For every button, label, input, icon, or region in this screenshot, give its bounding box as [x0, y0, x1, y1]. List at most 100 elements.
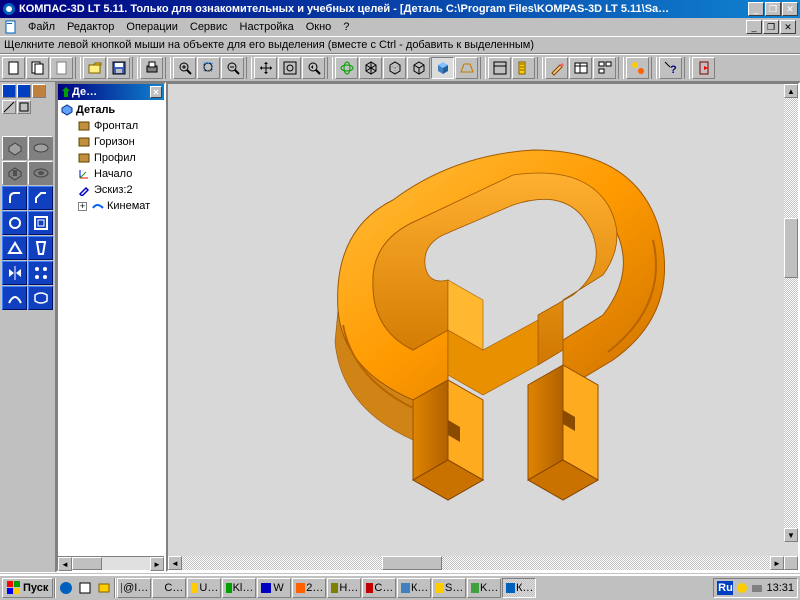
taskbar-item[interactable]: C… — [362, 578, 396, 598]
menu-service[interactable]: Сервис — [184, 19, 234, 35]
tray-icon-2[interactable] — [751, 582, 763, 594]
menu-operations[interactable]: Операции — [120, 19, 183, 35]
new-button[interactable] — [2, 57, 25, 79]
expand-icon[interactable]: + — [78, 202, 87, 211]
shell-button[interactable] — [28, 211, 53, 235]
sketch-button[interactable] — [545, 57, 568, 79]
minimize-button[interactable]: _ — [748, 2, 764, 16]
save-button[interactable] — [107, 57, 130, 79]
tree-item-sketch[interactable]: Эскиз:2 — [78, 182, 162, 198]
tree-body[interactable]: Деталь Фронтал Горизон Профил Начало Эск… — [58, 100, 164, 556]
palette-tab-2[interactable] — [17, 84, 31, 98]
viewport[interactable]: ▲ ▼ — [168, 84, 798, 556]
taskbar-item[interactable]: K… — [467, 578, 501, 598]
draft-button[interactable] — [28, 236, 53, 260]
zoom-prev-button[interactable] — [302, 57, 325, 79]
no-hidden-button[interactable] — [407, 57, 430, 79]
taskbar-item[interactable]: H… — [327, 578, 361, 598]
canvas-v-scrollbar[interactable]: ▲ ▼ — [784, 84, 798, 542]
menu-editor[interactable]: Редактор — [61, 19, 120, 35]
menu-help[interactable]: ? — [337, 19, 355, 35]
quicklaunch-1[interactable] — [57, 578, 75, 598]
tree-item-frontal[interactable]: Фронтал — [78, 118, 162, 134]
clock[interactable]: 13:31 — [766, 582, 794, 594]
pan-button[interactable] — [254, 57, 277, 79]
tree-h-scrollbar[interactable]: ◄ ► — [58, 556, 164, 570]
start-button[interactable]: Пуск — [2, 578, 53, 598]
taskbar-item[interactable]: К… — [397, 578, 431, 598]
zoom-out-button[interactable] — [221, 57, 244, 79]
tree-item-kinematic[interactable]: +Кинемат — [78, 198, 162, 214]
new-part-button[interactable] — [26, 57, 49, 79]
rebuild-button[interactable] — [512, 57, 535, 79]
scroll-up-button[interactable]: ▲ — [784, 84, 798, 98]
taskbar-item[interactable]: К… — [502, 578, 536, 598]
taskbar-item[interactable]: S… — [432, 578, 466, 598]
zoom-fit-button[interactable] — [278, 57, 301, 79]
menu-settings[interactable]: Настройка — [234, 19, 300, 35]
redraw-button[interactable] — [488, 57, 511, 79]
variables-button[interactable] — [569, 57, 592, 79]
shaded-button[interactable] — [431, 57, 454, 79]
palette-tab-5[interactable] — [17, 100, 31, 114]
fillet-button[interactable] — [2, 186, 27, 210]
hole-button[interactable] — [2, 211, 27, 235]
zoom-window-button[interactable] — [197, 57, 220, 79]
quicklaunch-2[interactable] — [76, 578, 94, 598]
wireframe-button[interactable] — [359, 57, 382, 79]
exit-button[interactable] — [692, 57, 715, 79]
extrude-button[interactable] — [2, 136, 27, 160]
mirror-button[interactable] — [2, 261, 27, 285]
zoom-in-button[interactable] — [173, 57, 196, 79]
mdi-close-button[interactable]: ✕ — [780, 20, 796, 34]
surface-button[interactable] — [28, 286, 53, 310]
maximize-button[interactable]: ❐ — [765, 2, 781, 16]
menu-file[interactable]: Файл — [22, 19, 61, 35]
scroll-right-button[interactable]: ► — [150, 557, 164, 571]
taskbar-item[interactable]: W — [257, 578, 291, 598]
new-doc-button[interactable] — [50, 57, 73, 79]
tray-icon-1[interactable] — [736, 582, 748, 594]
help-button[interactable]: ? — [659, 57, 682, 79]
quicklaunch-3[interactable] — [95, 578, 113, 598]
canvas-scroll-right-button[interactable]: ► — [770, 556, 784, 570]
tree-root[interactable]: Деталь — [60, 102, 162, 118]
canvas-h-scrollbar[interactable]: ◄ ► — [168, 556, 798, 570]
scroll-left-button[interactable]: ◄ — [58, 557, 72, 571]
taskbar-item[interactable]: U… — [187, 578, 221, 598]
tree-item-origin[interactable]: Начало — [78, 166, 162, 182]
menu-window[interactable]: Окно — [300, 19, 338, 35]
tree-close-button[interactable]: ✕ — [150, 86, 162, 98]
pattern-button[interactable] — [28, 261, 53, 285]
hint-bar: Щелкните левой кнопкой мыши на объекте д… — [0, 36, 800, 54]
cut-revolve-button[interactable] — [28, 161, 53, 185]
revolve-button[interactable] — [28, 136, 53, 160]
palette-tab-1[interactable] — [2, 84, 16, 98]
tree-button[interactable] — [593, 57, 616, 79]
rib-button[interactable] — [2, 236, 27, 260]
titlebar: КОМПАС-3D LT 5.11. Только для ознакомите… — [0, 0, 800, 18]
taskbar-item[interactable]: С… — [152, 578, 186, 598]
rotate-button[interactable] — [335, 57, 358, 79]
tree-item-profile[interactable]: Профил — [78, 150, 162, 166]
print-button[interactable] — [140, 57, 163, 79]
taskbar-item[interactable]: Kl… — [222, 578, 256, 598]
chamfer-button[interactable] — [28, 186, 53, 210]
tree-item-horizontal[interactable]: Горизон — [78, 134, 162, 150]
lang-indicator[interactable]: Ru — [717, 581, 733, 595]
open-button[interactable] — [83, 57, 106, 79]
properties-button[interactable] — [626, 57, 649, 79]
perspective-button[interactable] — [455, 57, 478, 79]
close-button[interactable]: ✕ — [782, 2, 798, 16]
scroll-down-button[interactable]: ▼ — [784, 528, 798, 542]
hidden-lines-button[interactable] — [383, 57, 406, 79]
curve-button[interactable] — [2, 286, 27, 310]
taskbar-item[interactable]: 2… — [292, 578, 326, 598]
taskbar-item[interactable]: @I… — [117, 578, 151, 598]
palette-tab-3[interactable] — [32, 84, 46, 98]
palette-tab-4[interactable] — [2, 100, 16, 114]
mdi-restore-button[interactable]: ❐ — [763, 20, 779, 34]
mdi-minimize-button[interactable]: _ — [746, 20, 762, 34]
cut-extrude-button[interactable] — [2, 161, 27, 185]
canvas-scroll-left-button[interactable]: ◄ — [168, 556, 182, 570]
